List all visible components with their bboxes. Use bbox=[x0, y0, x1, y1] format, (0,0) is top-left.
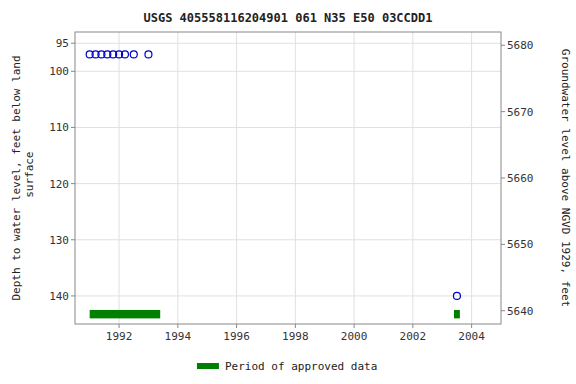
tick-y2 bbox=[501, 111, 505, 112]
tick-y bbox=[71, 71, 75, 72]
title: USGS 405558116204901 061 N35 E50 03CCDD1 bbox=[144, 11, 433, 25]
tick-y2 bbox=[501, 178, 505, 179]
axes: 1992 1994 1996 1998 2000 2002 2004 95 100 110 120 1… bbox=[49, 37, 533, 343]
tick-label-x: 2002 bbox=[400, 330, 427, 343]
tick-x bbox=[412, 324, 413, 328]
scatter-point bbox=[453, 292, 460, 299]
tick-label-y: 120 bbox=[49, 178, 69, 191]
grid-line-x bbox=[177, 32, 178, 324]
tick-y bbox=[71, 295, 75, 296]
grid-line-x bbox=[119, 32, 120, 324]
y-axis-label-line: surface bbox=[23, 152, 36, 205]
tick-y2 bbox=[501, 45, 505, 46]
tick-x bbox=[354, 324, 355, 328]
legend: Period of approved data bbox=[197, 360, 377, 373]
tick-y bbox=[71, 127, 75, 128]
tick-label-x: 2004 bbox=[458, 330, 485, 343]
approved-period-bar bbox=[90, 310, 161, 318]
y2-axis-label: Groundwater level above NGVD 1929, feet bbox=[559, 49, 572, 307]
grid-line-y bbox=[75, 239, 501, 240]
grid-line-x bbox=[471, 32, 472, 324]
tick-label-y: 100 bbox=[49, 65, 69, 78]
tick-label-y: 130 bbox=[49, 234, 69, 247]
tick-label-y2: 5670 bbox=[507, 106, 534, 119]
tick-label-y: 110 bbox=[49, 121, 69, 134]
tick-label-x: 1996 bbox=[223, 330, 250, 343]
grid-line-y bbox=[75, 71, 501, 72]
tick-x bbox=[177, 324, 178, 328]
tick-y bbox=[71, 183, 75, 184]
y-axis-label: Depth to water level, feet below land su… bbox=[10, 55, 36, 300]
grid-line-x bbox=[236, 32, 237, 324]
tick-label-y2: 5680 bbox=[507, 39, 534, 52]
grid-line-x bbox=[354, 32, 355, 324]
tick-label-y: 95 bbox=[56, 37, 69, 50]
scatter-point bbox=[145, 51, 152, 58]
tick-x bbox=[236, 324, 237, 328]
tick-label-y: 140 bbox=[49, 290, 69, 303]
plot-area bbox=[86, 51, 460, 318]
tick-label-y2: 5640 bbox=[507, 305, 534, 318]
tick-y2 bbox=[501, 244, 505, 245]
grid-line-y bbox=[75, 295, 501, 296]
tick-label-x: 1994 bbox=[165, 330, 192, 343]
grid-line-x bbox=[295, 32, 296, 324]
scatter-point bbox=[121, 51, 128, 58]
grid-line-x bbox=[412, 32, 413, 324]
legend-swatch bbox=[197, 363, 219, 369]
tick-label-y2: 5660 bbox=[507, 172, 534, 185]
tick-y bbox=[71, 43, 75, 44]
grid bbox=[75, 32, 501, 324]
chart: 1992 1994 1996 1998 2000 2002 2004 95 100 110 120 1… bbox=[0, 0, 576, 384]
tick-label-x: 2000 bbox=[341, 330, 368, 343]
plot-frame bbox=[75, 32, 501, 324]
tick-label-y2: 5650 bbox=[507, 238, 534, 251]
tick-label-x: 1992 bbox=[106, 330, 133, 343]
tick-x bbox=[119, 324, 120, 328]
legend-label: Period of approved data bbox=[225, 360, 377, 373]
tick-x bbox=[295, 324, 296, 328]
grid-line-y bbox=[75, 183, 501, 184]
tick-y bbox=[71, 239, 75, 240]
scatter-point bbox=[130, 51, 137, 58]
tick-x bbox=[471, 324, 472, 328]
y-axis-label-line: Depth to water level, feet below land bbox=[10, 55, 23, 300]
tick-label-x: 1998 bbox=[282, 330, 309, 343]
grid-line-y bbox=[75, 127, 501, 128]
tick-y2 bbox=[501, 310, 505, 311]
approved-period-bar bbox=[454, 310, 460, 318]
grid-line-y bbox=[75, 43, 501, 44]
background bbox=[0, 0, 576, 384]
